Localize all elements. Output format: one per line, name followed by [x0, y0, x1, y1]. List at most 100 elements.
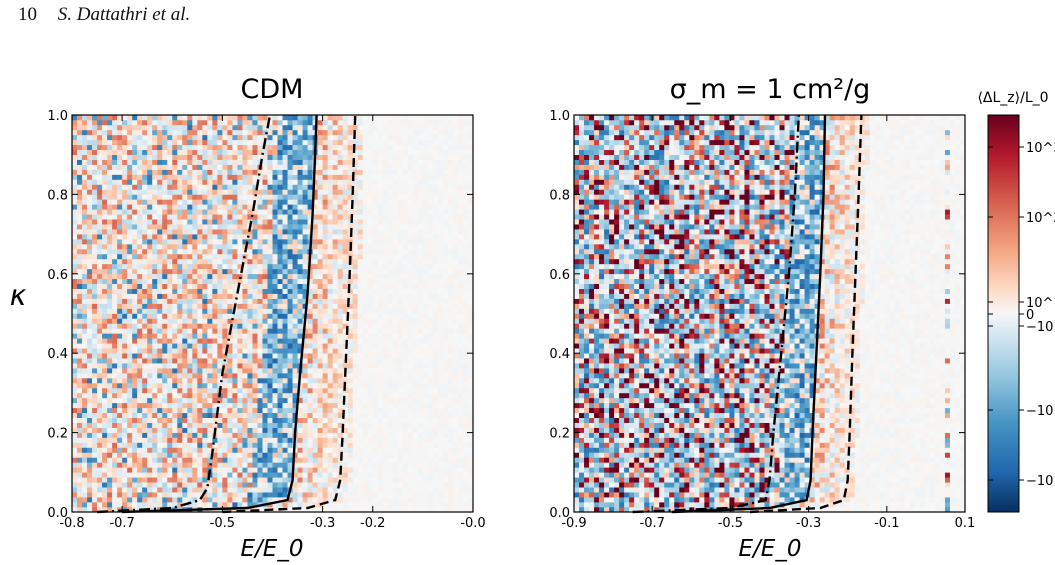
heatmap-cell [242, 427, 248, 433]
heatmap-cell [102, 392, 108, 399]
heatmap-cell [157, 378, 163, 384]
heatmap-cell [77, 412, 83, 419]
heatmap-cell [292, 323, 298, 329]
heatmap-cell [107, 402, 113, 409]
heatmap-cell [232, 209, 238, 215]
heatmap-cell [337, 422, 343, 428]
heatmap-cell [297, 482, 303, 488]
heatmap-cell [157, 467, 163, 473]
heatmap-cell [457, 373, 464, 379]
heatmap-cell [322, 447, 328, 453]
heatmap-cell [142, 437, 148, 443]
heatmap-cell [117, 328, 123, 334]
heatmap-cell [162, 427, 168, 433]
heatmap-cell [377, 397, 384, 404]
heatmap-cell [102, 492, 108, 498]
heatmap-cell [192, 333, 198, 339]
heatmap-cell [232, 363, 238, 369]
heatmap-cell [407, 507, 414, 513]
heatmap-cell [412, 487, 419, 493]
heatmap-cell [432, 229, 439, 235]
heatmap-cell [392, 204, 399, 210]
heatmap-cell [257, 378, 263, 384]
heatmap-cell [382, 343, 389, 349]
heatmap-cell [72, 472, 78, 478]
heatmap-cell [187, 204, 193, 210]
heatmap-cell [217, 318, 223, 324]
heatmap-cell [172, 348, 178, 354]
heatmap-cell [312, 497, 318, 503]
heatmap-cell [212, 338, 218, 344]
heatmap-cell [262, 422, 268, 428]
heatmap-cell [407, 387, 414, 394]
heatmap-cell [292, 348, 298, 354]
heatmap-cell [422, 338, 429, 344]
heatmap-cell [432, 298, 439, 304]
heatmap-cell [347, 417, 353, 423]
heatmap-cell [212, 437, 218, 443]
heatmap-cell [442, 507, 449, 513]
heatmap-cell [427, 437, 434, 443]
heatmap-cell [102, 477, 108, 483]
heatmap-cell [132, 278, 138, 285]
heatmap-cell [467, 318, 474, 324]
heatmap-cell [302, 457, 308, 463]
heatmap-cell [357, 378, 364, 384]
heatmap-cell [302, 298, 308, 304]
heatmap-cell [467, 407, 474, 414]
heatmap-cell [172, 477, 178, 483]
heatmap-cell [427, 253, 434, 260]
heatmap-cell [392, 258, 399, 265]
heatmap-cell [382, 234, 389, 240]
heatmap-cell [377, 214, 384, 220]
heatmap-cell [97, 323, 103, 329]
heatmap-cell [347, 397, 353, 404]
heatmap-cell [392, 293, 399, 299]
heatmap-cell [97, 497, 103, 503]
heatmap-cell [372, 447, 379, 453]
heatmap-cell [102, 502, 108, 508]
heatmap-cell [102, 402, 108, 409]
heatmap-cell [232, 427, 238, 433]
heatmap-cell [272, 392, 278, 399]
heatmap-cell [357, 258, 364, 265]
heatmap-cell [412, 234, 419, 240]
heatmap-cell [252, 219, 258, 225]
heatmap-cell [267, 303, 273, 309]
heatmap-cell [462, 338, 469, 344]
heatmap-cell [282, 318, 288, 324]
heatmap-cell [147, 417, 153, 423]
heatmap-cell [272, 472, 278, 478]
heatmap-cell [337, 378, 343, 384]
heatmap-cell [467, 402, 474, 409]
heatmap-cell [192, 437, 198, 443]
heatmap-cell [77, 382, 83, 389]
heatmap-cell [252, 278, 258, 285]
heatmap-cell [307, 323, 313, 329]
heatmap-cell [262, 258, 268, 265]
heatmap-cell [467, 204, 474, 210]
heatmap-cell [317, 273, 323, 280]
heatmap-cell [132, 427, 138, 433]
heatmap-cell [87, 293, 93, 299]
heatmap-cell [372, 368, 379, 374]
heatmap-cell [237, 258, 243, 265]
heatmap-cell [87, 457, 93, 463]
heatmap-cell [297, 248, 303, 255]
heatmap-cell [192, 373, 198, 379]
heatmap-cell [422, 273, 429, 280]
heatmap-cell [462, 382, 469, 389]
heatmap-cell [337, 278, 343, 285]
heatmap-cell [467, 229, 474, 235]
heatmap-cell [467, 283, 474, 289]
heatmap-cell [397, 234, 404, 240]
heatmap-cell [217, 492, 223, 498]
heatmap-cell [252, 224, 258, 230]
heatmap-cell [452, 492, 459, 498]
heatmap-cell [442, 382, 449, 389]
heatmap-cell [212, 303, 218, 309]
heatmap-cell [207, 248, 213, 255]
heatmap-cell [317, 278, 323, 285]
heatmap-cell [457, 402, 464, 409]
heatmap-cell [167, 427, 173, 433]
